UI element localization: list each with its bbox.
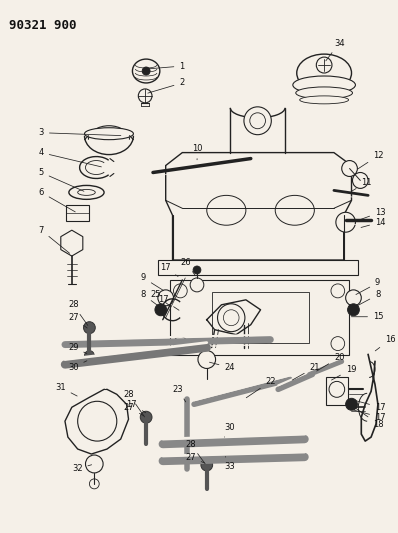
Circle shape (331, 284, 345, 298)
Circle shape (345, 398, 357, 410)
Text: 17: 17 (353, 410, 386, 422)
Text: 20: 20 (317, 353, 344, 371)
Ellipse shape (69, 185, 104, 199)
Text: 5: 5 (39, 168, 84, 191)
Text: 4: 4 (39, 148, 101, 167)
Text: 9: 9 (356, 278, 380, 295)
Circle shape (218, 304, 245, 332)
Text: 28: 28 (68, 300, 88, 326)
Polygon shape (61, 230, 83, 256)
Text: 27: 27 (124, 403, 144, 416)
Text: 19: 19 (332, 365, 356, 380)
Text: 27: 27 (185, 453, 204, 463)
Circle shape (198, 351, 216, 368)
Ellipse shape (293, 76, 355, 94)
Polygon shape (170, 280, 349, 354)
Text: 22: 22 (246, 377, 276, 398)
Text: 13: 13 (361, 208, 386, 219)
Text: 3: 3 (39, 128, 121, 137)
Text: 7: 7 (39, 225, 70, 253)
Text: 8: 8 (141, 290, 158, 306)
Ellipse shape (296, 87, 353, 99)
Text: 18: 18 (354, 407, 384, 429)
Text: 26: 26 (180, 257, 195, 276)
Circle shape (139, 89, 152, 103)
Text: 28: 28 (124, 390, 144, 417)
Ellipse shape (133, 59, 160, 83)
Circle shape (336, 212, 355, 232)
Ellipse shape (300, 96, 349, 104)
Circle shape (90, 479, 99, 489)
Bar (326, 377, 347, 405)
Text: 30: 30 (224, 423, 235, 437)
Circle shape (244, 107, 271, 135)
Text: 9: 9 (141, 273, 163, 290)
Circle shape (78, 401, 117, 441)
Circle shape (142, 67, 150, 75)
Circle shape (155, 304, 167, 316)
Circle shape (174, 337, 187, 351)
Circle shape (250, 113, 265, 129)
Circle shape (223, 310, 239, 326)
Circle shape (329, 382, 345, 397)
Circle shape (158, 290, 174, 306)
Circle shape (84, 351, 94, 360)
Circle shape (84, 322, 95, 334)
Text: 2: 2 (148, 78, 185, 93)
Text: 17: 17 (127, 400, 146, 413)
Text: 16: 16 (375, 335, 395, 351)
Text: 30: 30 (68, 361, 87, 372)
Ellipse shape (84, 128, 133, 140)
Text: 21: 21 (292, 363, 320, 380)
Text: 8: 8 (356, 290, 380, 306)
Circle shape (174, 284, 187, 298)
Circle shape (347, 304, 359, 316)
Circle shape (345, 290, 361, 306)
Text: 17: 17 (160, 263, 178, 277)
Text: 6: 6 (39, 188, 75, 212)
Text: 17: 17 (158, 295, 179, 310)
Circle shape (140, 411, 152, 423)
Text: 34: 34 (326, 39, 345, 61)
Ellipse shape (297, 54, 351, 92)
Polygon shape (158, 260, 358, 275)
Circle shape (316, 57, 332, 73)
Text: 12: 12 (358, 151, 384, 169)
Text: 24: 24 (209, 362, 235, 372)
Circle shape (201, 459, 213, 471)
Circle shape (331, 337, 345, 351)
Text: 32: 32 (72, 464, 92, 473)
Circle shape (190, 278, 204, 292)
Text: 90321 900: 90321 900 (9, 19, 77, 33)
Text: 14: 14 (361, 218, 386, 228)
Text: 23: 23 (173, 385, 186, 402)
Text: 15: 15 (351, 312, 384, 321)
Text: 11: 11 (352, 178, 372, 191)
Text: 25: 25 (150, 290, 170, 306)
Text: 17: 17 (353, 400, 386, 412)
Ellipse shape (78, 189, 95, 196)
Text: 33: 33 (224, 457, 235, 472)
Circle shape (193, 266, 201, 274)
Text: 10: 10 (192, 144, 203, 160)
Polygon shape (166, 152, 351, 260)
Bar (66, 205, 90, 221)
Text: 29: 29 (68, 343, 87, 353)
Circle shape (353, 173, 368, 188)
Circle shape (86, 455, 103, 473)
Text: 1: 1 (149, 61, 185, 70)
Text: 31: 31 (55, 383, 77, 396)
Text: 28: 28 (185, 440, 205, 464)
Text: 27: 27 (68, 313, 87, 328)
Polygon shape (212, 292, 310, 343)
Circle shape (342, 160, 357, 176)
